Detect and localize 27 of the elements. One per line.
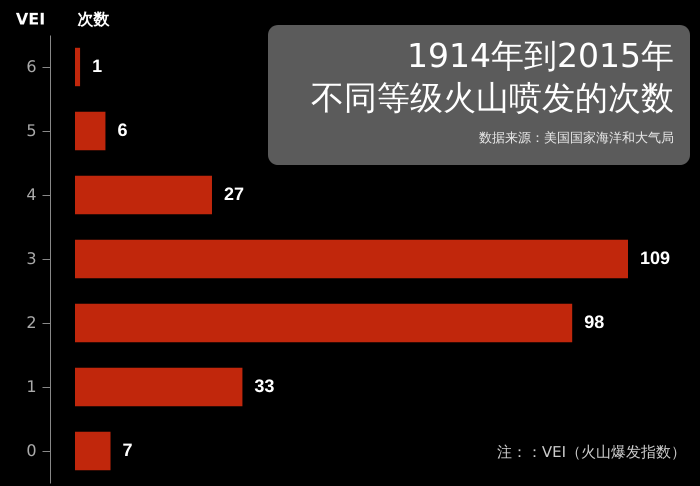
y-tick-label: 1 <box>26 377 36 396</box>
bar <box>75 48 80 86</box>
text: 不同等级火山喷发的次数 <box>310 77 674 119</box>
bar <box>75 304 572 342</box>
y-tick-label: 2 <box>26 313 36 332</box>
data-label: 109 <box>640 248 670 268</box>
y-tick-label: 5 <box>26 121 36 140</box>
y-tick-label: 0 <box>26 441 36 460</box>
data-label: 33 <box>254 376 274 396</box>
bar <box>75 368 242 406</box>
data-label: 98 <box>584 312 604 332</box>
data-label: 7 <box>122 440 133 460</box>
data-label: 27 <box>224 184 244 204</box>
y-tick-label: 4 <box>26 185 36 204</box>
y-tick-label: 3 <box>26 249 36 268</box>
x-axis-title: 次数 <box>78 10 110 28</box>
bar <box>75 176 212 214</box>
annotation: 数据来源：美国国家海洋和大气局 <box>478 130 674 147</box>
data-label: 6 <box>117 120 128 140</box>
bar <box>75 112 106 150</box>
annotation: 注：：VEI（火山爆发指数） <box>496 443 686 462</box>
bar <box>75 240 628 278</box>
y-axis-title: VEI <box>16 10 46 28</box>
y-tick-label: 6 <box>26 57 36 76</box>
data-label: 1 <box>92 56 102 76</box>
bar <box>75 432 111 470</box>
chart-title: 1914年到2015年 <box>406 35 674 77</box>
